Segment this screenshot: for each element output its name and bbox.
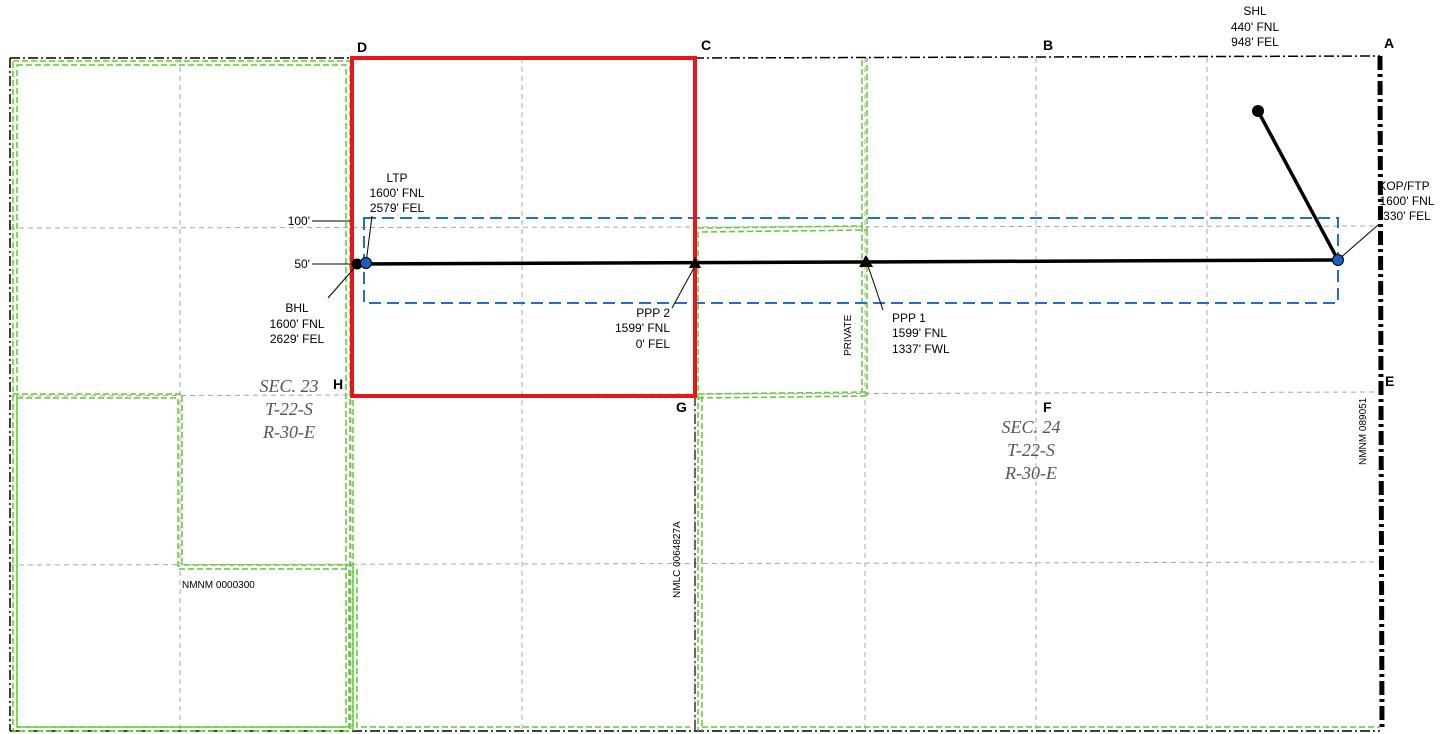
corner-f: F xyxy=(1043,399,1052,415)
shl-label: SHL 440' FNL 948' FEL xyxy=(1231,4,1280,49)
kop-label: KOP/FTP 1600' FNL 330' FEL xyxy=(1378,179,1434,223)
svg-text:948' FEL: 948' FEL xyxy=(1231,35,1279,49)
svg-text:2629' FEL: 2629' FEL xyxy=(270,332,325,346)
corner-a: A xyxy=(1384,35,1394,51)
svg-text:SHL: SHL xyxy=(1243,4,1267,18)
leader-lines xyxy=(327,215,1379,311)
svg-text:SEC. 23: SEC. 23 xyxy=(259,376,318,396)
offset-lines xyxy=(312,220,350,265)
ltp-marker xyxy=(360,257,372,269)
svg-text:LTP: LTP xyxy=(386,171,407,185)
svg-text:1600' FNL: 1600' FNL xyxy=(1380,194,1435,208)
svg-text:BHL: BHL xyxy=(285,301,309,315)
ppp1-marker xyxy=(859,255,873,267)
corner-b: B xyxy=(1043,37,1053,53)
shl-marker xyxy=(1252,105,1264,117)
bhl-marker xyxy=(351,258,363,270)
corner-g: G xyxy=(676,399,687,415)
corner-h: H xyxy=(333,376,343,392)
ppp2-label: PPP 2 1599' FNL 0' FEL xyxy=(615,306,670,351)
offset-100-label: 100' xyxy=(288,214,310,228)
svg-text:1600' FNL: 1600' FNL xyxy=(270,317,325,331)
wellbore xyxy=(357,110,1340,266)
svg-text:330' FEL: 330' FEL xyxy=(1383,209,1431,223)
lease-label-nmnm300: NMNM 0000300 xyxy=(182,580,255,591)
svg-text:T-22-S: T-22-S xyxy=(265,399,313,419)
lease-label-nmlc: NMLC 0064827A xyxy=(672,521,683,598)
lease-label-private: PRIVATE xyxy=(843,314,854,356)
ppp1-label: PPP 1 1599' FNL 1337' FWL xyxy=(892,311,950,356)
svg-text:R-30-E: R-30-E xyxy=(1004,463,1057,483)
corner-e: E xyxy=(1385,373,1394,389)
lease-label-nmnm089051: NMNM 089051 xyxy=(1358,397,1369,465)
svg-text:1599' FNL: 1599' FNL xyxy=(615,321,670,335)
svg-text:R-30-E: R-30-E xyxy=(262,422,315,442)
sec23-label: SEC. 23 T-22-S R-30-E xyxy=(259,376,318,442)
corner-d: D xyxy=(357,39,367,55)
ppp2-marker xyxy=(689,257,701,268)
kop-marker xyxy=(1332,254,1344,266)
svg-text:PPP 2: PPP 2 xyxy=(636,306,670,320)
svg-text:T-22-S: T-22-S xyxy=(1007,440,1055,460)
svg-text:PPP 1: PPP 1 xyxy=(892,311,926,325)
svg-text:0' FEL: 0' FEL xyxy=(636,337,671,351)
bhl-label: BHL 1600' FNL 2629' FEL xyxy=(270,301,325,346)
svg-text:1599' FNL: 1599' FNL xyxy=(892,326,947,340)
svg-text:SEC. 24: SEC. 24 xyxy=(1001,417,1060,437)
svg-text:KOP/FTP: KOP/FTP xyxy=(1378,179,1429,193)
corner-c: C xyxy=(701,37,711,53)
sec24-label: SEC. 24 T-22-S R-30-E xyxy=(1001,417,1060,483)
svg-text:440' FNL: 440' FNL xyxy=(1231,20,1280,34)
offset-50-label: 50' xyxy=(294,257,310,271)
svg-text:1600' FNL: 1600' FNL xyxy=(370,186,425,200)
ltp-label: LTP 1600' FNL 2579' FEL xyxy=(370,171,425,215)
svg-text:1337' FWL: 1337' FWL xyxy=(892,342,950,356)
svg-text:2579' FEL: 2579' FEL xyxy=(370,201,425,215)
spacing-unit xyxy=(350,56,697,398)
